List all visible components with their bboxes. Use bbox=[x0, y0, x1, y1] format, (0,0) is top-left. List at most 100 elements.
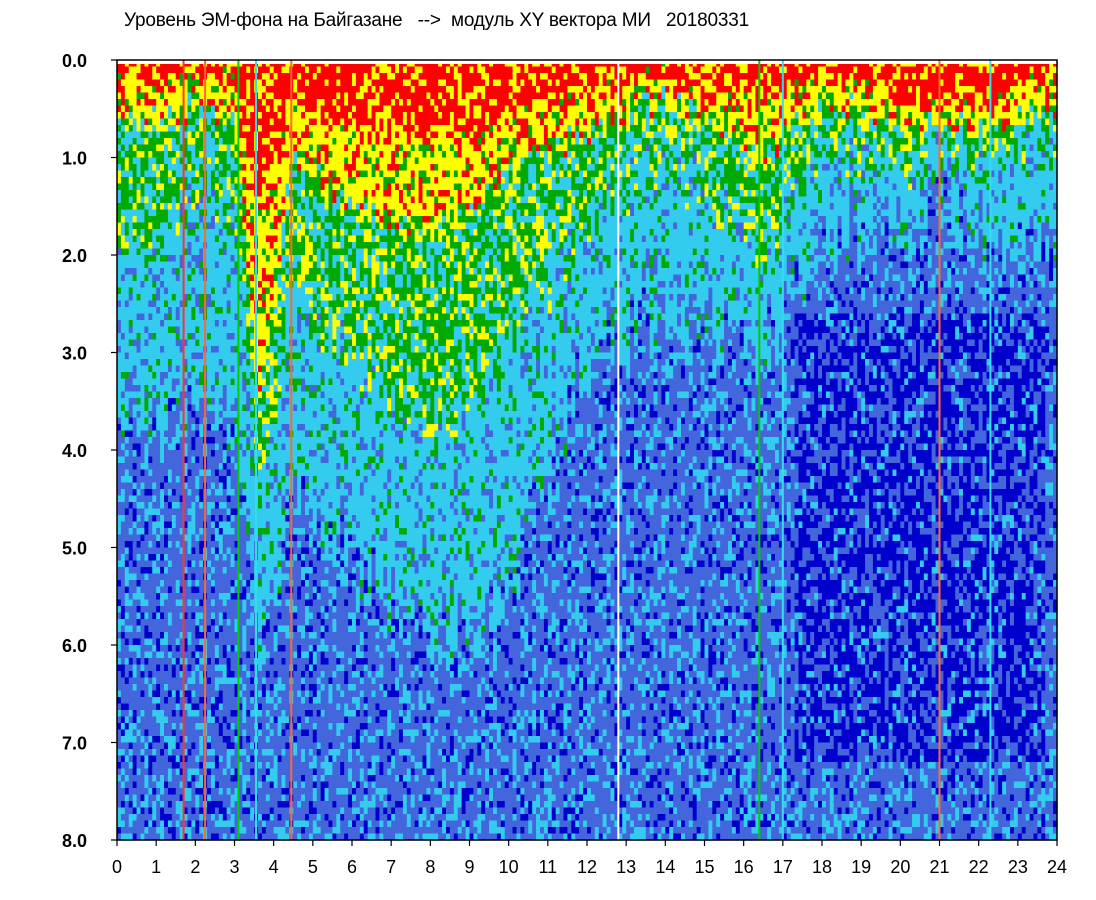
heatmap-cell bbox=[274, 145, 279, 152]
heatmap-cell bbox=[227, 444, 232, 451]
heatmap-cell bbox=[246, 665, 251, 672]
heatmap-cell bbox=[191, 632, 196, 639]
heatmap-cell bbox=[227, 587, 232, 594]
heatmap-cell bbox=[195, 450, 200, 457]
heatmap-cell bbox=[227, 821, 232, 828]
heatmap-cell bbox=[121, 535, 126, 542]
heatmap-cell bbox=[129, 509, 134, 516]
heatmap-cell bbox=[246, 411, 251, 418]
heatmap-cell bbox=[176, 580, 181, 587]
heatmap-cell bbox=[148, 437, 153, 444]
heatmap-cell bbox=[262, 372, 267, 379]
heatmap-cell bbox=[250, 372, 255, 379]
heatmap-cell bbox=[242, 762, 247, 769]
heatmap-cell bbox=[191, 691, 196, 698]
heatmap-cell bbox=[137, 775, 142, 782]
heatmap-cell bbox=[141, 255, 146, 262]
heatmap-cell bbox=[141, 769, 146, 776]
heatmap-cell bbox=[160, 262, 165, 269]
heatmap-cell bbox=[195, 749, 200, 756]
heatmap-cell bbox=[246, 658, 251, 665]
heatmap-cell bbox=[274, 190, 279, 197]
heatmap-cell bbox=[231, 567, 236, 574]
heatmap-cell bbox=[125, 658, 130, 665]
heatmap-cell bbox=[152, 645, 157, 652]
heatmap-cell bbox=[219, 769, 224, 776]
heatmap-cell bbox=[164, 255, 169, 262]
heatmap-cell bbox=[148, 333, 153, 340]
heatmap-cell bbox=[144, 515, 149, 522]
heatmap-cell bbox=[129, 431, 134, 438]
heatmap-cell bbox=[133, 684, 138, 691]
heatmap-cell bbox=[144, 723, 149, 730]
heatmap-cell bbox=[278, 405, 283, 412]
heatmap-cell bbox=[242, 190, 247, 197]
heatmap-cell bbox=[199, 730, 204, 737]
heatmap-cell bbox=[129, 80, 134, 87]
heatmap-cell bbox=[211, 548, 216, 555]
heatmap-cell bbox=[258, 710, 263, 717]
heatmap-cell bbox=[144, 821, 149, 828]
heatmap-cell bbox=[137, 567, 142, 574]
heatmap-cell bbox=[156, 762, 161, 769]
heatmap-cell bbox=[168, 730, 173, 737]
heatmap-cell bbox=[144, 197, 149, 204]
heatmap-cell bbox=[278, 184, 283, 191]
heatmap-cell bbox=[231, 600, 236, 607]
heatmap-cell bbox=[199, 93, 204, 100]
heatmap-cell bbox=[133, 223, 138, 230]
heatmap-cell bbox=[219, 658, 224, 665]
heatmap-cell bbox=[188, 502, 193, 509]
heatmap-cell bbox=[258, 320, 263, 327]
heatmap-cell bbox=[156, 236, 161, 243]
heatmap-cell bbox=[168, 229, 173, 236]
heatmap-cell bbox=[219, 684, 224, 691]
heatmap-cell bbox=[141, 567, 146, 574]
heatmap-cell bbox=[133, 359, 138, 366]
heatmap-cell bbox=[144, 710, 149, 717]
heatmap-cell bbox=[125, 73, 130, 80]
heatmap-cell bbox=[160, 483, 165, 490]
heatmap-cell bbox=[231, 177, 236, 184]
heatmap-cell bbox=[156, 424, 161, 431]
heatmap-cell bbox=[219, 827, 224, 834]
heatmap-cell bbox=[227, 249, 232, 256]
heatmap-cell bbox=[176, 203, 181, 210]
heatmap-cell bbox=[207, 73, 212, 80]
heatmap-cell bbox=[191, 788, 196, 795]
heatmap-cell bbox=[137, 574, 142, 581]
heatmap-cell bbox=[172, 80, 177, 87]
heatmap-cell bbox=[125, 99, 130, 106]
heatmap-cell bbox=[199, 288, 204, 295]
heatmap-cell bbox=[223, 366, 228, 373]
heatmap-cell bbox=[137, 125, 142, 132]
heatmap-cell bbox=[211, 639, 216, 646]
heatmap-cell bbox=[250, 294, 255, 301]
heatmap-cell bbox=[148, 138, 153, 145]
heatmap-cell bbox=[246, 821, 251, 828]
heatmap-cell bbox=[258, 775, 263, 782]
heatmap-cell bbox=[144, 606, 149, 613]
heatmap-cell bbox=[148, 203, 153, 210]
heatmap-cell bbox=[199, 723, 204, 730]
heatmap-cell bbox=[262, 138, 267, 145]
heatmap-cell bbox=[156, 307, 161, 314]
heatmap-cell bbox=[199, 684, 204, 691]
heatmap-cell bbox=[246, 548, 251, 555]
heatmap-cell bbox=[125, 762, 130, 769]
heatmap-cell bbox=[246, 405, 251, 412]
heatmap-cell bbox=[129, 307, 134, 314]
heatmap-cell bbox=[227, 522, 232, 529]
heatmap-cell bbox=[227, 372, 232, 379]
heatmap-cell bbox=[207, 93, 212, 100]
heatmap-cell bbox=[231, 385, 236, 392]
heatmap-cell bbox=[160, 190, 165, 197]
heatmap-cell bbox=[152, 593, 157, 600]
heatmap-cell bbox=[215, 255, 220, 262]
heatmap-cell bbox=[266, 652, 271, 659]
heatmap-cell bbox=[262, 197, 267, 204]
heatmap-cell bbox=[125, 756, 130, 763]
heatmap-cell bbox=[176, 151, 181, 158]
heatmap-cell bbox=[219, 132, 224, 139]
heatmap-cell bbox=[223, 93, 228, 100]
